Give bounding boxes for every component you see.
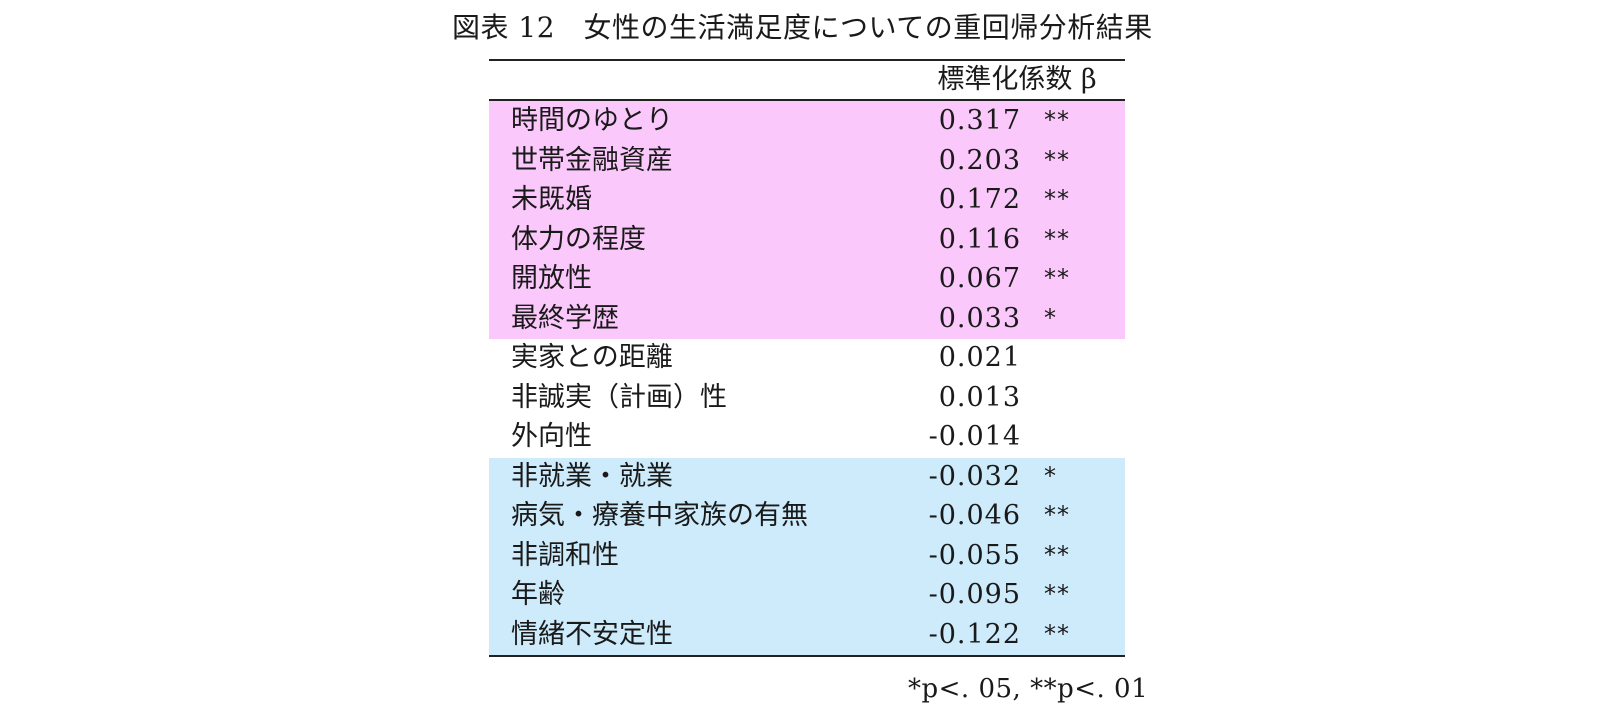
variable-name: 年齢	[511, 579, 565, 610]
beta-value: -0.032	[928, 460, 1021, 492]
table-row: 体力の程度 0.116 **	[489, 220, 1125, 260]
table-row: 非誠実（計画）性 0.013	[489, 378, 1125, 418]
significance-mark: **	[1044, 501, 1070, 529]
significance-mark: **	[1044, 580, 1070, 608]
header-rule	[489, 99, 1125, 101]
significance-footnote: *p<. 05, **p<. 01	[908, 674, 1149, 704]
variable-name: 体力の程度	[511, 223, 646, 255]
beta-value: 0.033	[938, 302, 1021, 334]
table-row: 外向性 -0.014	[489, 417, 1125, 457]
beta-value: -0.122	[928, 618, 1021, 650]
beta-column-header: 標準化係数 β	[937, 64, 1097, 95]
table-title: 図表 12 女性の生活満足度についての重回帰分析結果	[452, 11, 1153, 44]
table-row: 時間のゆとり 0.317 **	[489, 101, 1125, 141]
beta-value: 0.116	[938, 223, 1021, 255]
beta-value: -0.095	[928, 579, 1021, 610]
beta-value: 0.172	[938, 184, 1021, 215]
table-row: 非就業・就業 -0.032 *	[489, 457, 1125, 497]
beta-value: -0.046	[928, 500, 1021, 531]
significance-mark: **	[1044, 185, 1070, 213]
table-row: 年齢 -0.095 **	[489, 575, 1125, 615]
table-row: 未既婚 0.172 **	[489, 180, 1125, 220]
variable-name: 開放性	[511, 263, 592, 294]
beta-value: 0.317	[938, 105, 1021, 136]
significance-mark: **	[1044, 540, 1070, 569]
table-row: 情緒不安定性 -0.122 **	[489, 615, 1125, 655]
significance-mark: **	[1044, 264, 1070, 292]
variable-name: 実家との距離	[511, 342, 673, 373]
significance-mark: **	[1044, 619, 1070, 648]
positive-significant-highlight	[489, 101, 1125, 339]
table-row: 病気・療養中家族の有無 -0.046 **	[489, 496, 1125, 536]
table-row: 最終学歴 0.033 *	[489, 299, 1125, 339]
top-rule	[489, 59, 1125, 61]
beta-value: 0.067	[938, 263, 1021, 294]
significance-mark: *	[1044, 461, 1057, 490]
significance-mark: *	[1044, 303, 1057, 332]
variable-name: 非調和性	[511, 539, 619, 571]
variable-name: 非誠実（計画）性	[511, 381, 727, 413]
beta-value: 0.203	[938, 144, 1021, 176]
variable-name: 情緒不安定性	[511, 618, 673, 650]
variable-name: 時間のゆとり	[511, 105, 673, 136]
beta-value: 0.013	[938, 381, 1021, 413]
beta-value: -0.055	[928, 539, 1021, 571]
bottom-rule	[489, 655, 1125, 657]
significance-mark: **	[1044, 145, 1070, 174]
table-row: 世帯金融資産 0.203 **	[489, 141, 1125, 181]
negative-significant-highlight	[489, 458, 1125, 655]
table-row: 開放性 0.067 **	[489, 259, 1125, 299]
table-row: 実家との距離 0.021	[489, 338, 1125, 378]
variable-name: 最終学歴	[511, 302, 619, 334]
variable-name: 世帯金融資産	[511, 144, 673, 176]
beta-value: 0.021	[938, 342, 1021, 373]
variable-name: 非就業・就業	[511, 460, 673, 492]
significance-mark: **	[1044, 224, 1070, 253]
significance-mark: **	[1044, 106, 1070, 134]
variable-name: 未既婚	[511, 184, 592, 215]
table-body: 時間のゆとり 0.317 ** 世帯金融資産 0.203 ** 未既婚 0.17…	[489, 101, 1125, 654]
variable-name: 病気・療養中家族の有無	[511, 500, 808, 531]
beta-value: -0.014	[928, 421, 1021, 452]
table-row: 非調和性 -0.055 **	[489, 536, 1125, 576]
variable-name: 外向性	[511, 421, 592, 452]
